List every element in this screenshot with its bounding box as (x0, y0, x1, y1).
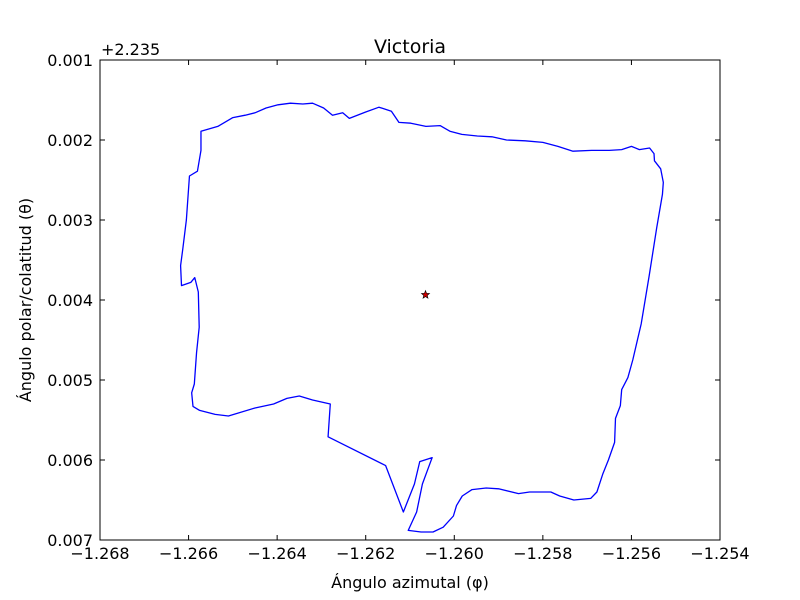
x-tick-label: −1.260 (425, 544, 484, 563)
x-tick-label: −1.266 (159, 544, 218, 563)
plot-content (179, 102, 664, 533)
y-tick-label: 0.002 (47, 131, 93, 150)
y-axis: 0.001 0.002 0.003 0.004 0.005 0.006 0.007 (47, 51, 720, 550)
y-axis-label: Ángulo polar/colatitud (θ) (16, 198, 35, 402)
chart-title: Victoria (374, 36, 446, 58)
series-line-0 (179, 102, 664, 533)
y-tick-label: 0.005 (47, 371, 93, 390)
y-tick-label: 0.003 (47, 211, 93, 230)
x-tick-label: −1.264 (248, 544, 307, 563)
x-tick-label: −1.262 (336, 544, 395, 563)
x-axis: −1.268 −1.266 −1.264 −1.262 −1.260 −1.258 −1.2… (70, 60, 750, 563)
x-axis-label: Ángulo azimutal (φ) (331, 573, 489, 592)
y-tick-label: 0.004 (47, 291, 93, 310)
y-offset-label: +2.235 (101, 40, 160, 59)
plot-frame (99, 59, 721, 541)
x-tick-label: −1.258 (513, 544, 572, 563)
x-tick-label: −1.256 (602, 544, 661, 563)
star-marker-0 (420, 289, 431, 299)
y-tick-label: 0.007 (47, 531, 93, 550)
y-tick-label: 0.006 (47, 451, 93, 470)
y-tick-label: 0.001 (47, 51, 93, 70)
x-tick-label: −1.268 (70, 544, 129, 563)
x-tick-label: −1.254 (690, 544, 749, 563)
